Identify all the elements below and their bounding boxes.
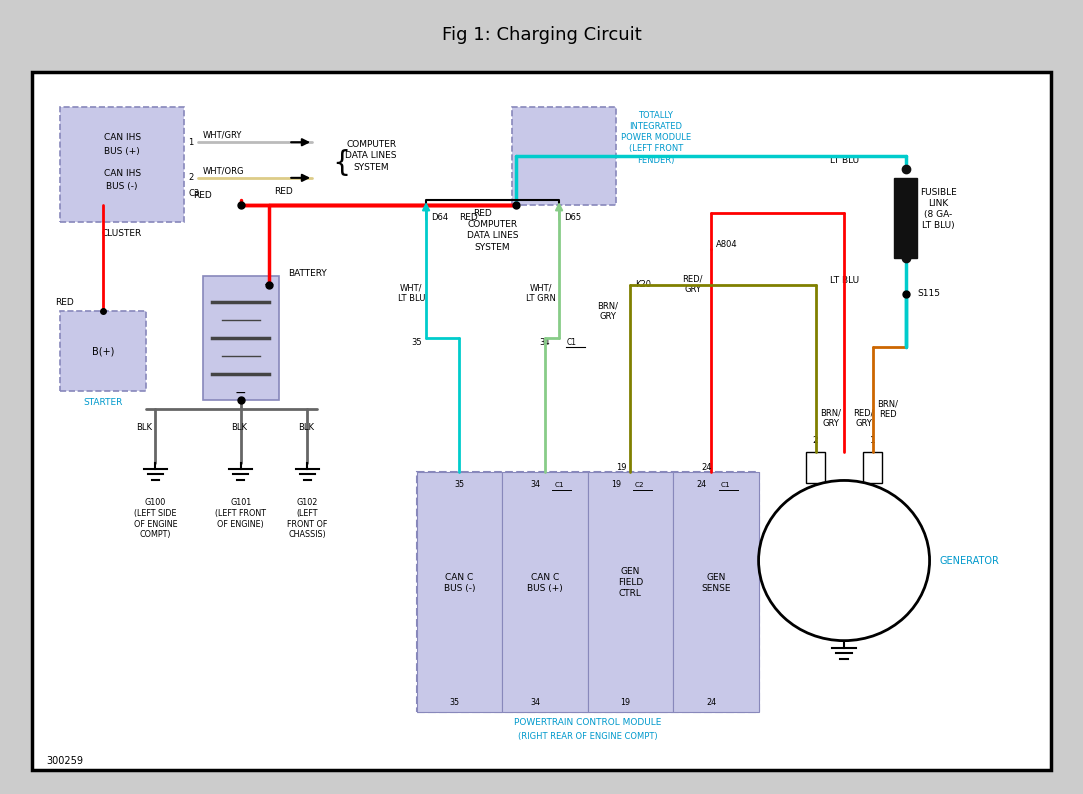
Bar	[895, 178, 917, 258]
Text: 19: 19	[611, 480, 622, 489]
Text: 34: 34	[531, 699, 540, 707]
Text: 24: 24	[706, 699, 716, 707]
Text: 24: 24	[696, 480, 706, 489]
Text: RED: RED	[459, 214, 479, 222]
Text: +: +	[263, 278, 274, 291]
Circle shape	[758, 480, 929, 641]
Bar	[417, 472, 503, 712]
Text: G102
(LEFT
FRONT OF
CHASSIS): G102 (LEFT FRONT OF CHASSIS)	[287, 499, 327, 539]
Text: 300259: 300259	[47, 756, 83, 765]
Bar	[863, 452, 882, 483]
Text: 1: 1	[870, 436, 875, 445]
Text: COMPUTER
DATA LINES
SYSTEM: COMPUTER DATA LINES SYSTEM	[467, 220, 519, 252]
Text: K20: K20	[635, 280, 651, 289]
Text: D65: D65	[564, 214, 580, 222]
Text: C2: C2	[635, 482, 644, 488]
Text: C1: C1	[720, 482, 730, 488]
Text: G101
(LEFT FRONT
OF ENGINE): G101 (LEFT FRONT OF ENGINE)	[216, 499, 266, 529]
Text: 19: 19	[621, 699, 630, 707]
Text: C1: C1	[566, 338, 576, 347]
Text: RED: RED	[194, 191, 212, 200]
Text: GEN
FIELD
CTRL: GEN FIELD CTRL	[617, 567, 643, 599]
Text: C1: C1	[554, 482, 564, 488]
Text: BUS (-): BUS (-)	[106, 183, 138, 191]
Text: BLK: BLK	[298, 422, 314, 432]
Text: GENERATOR: GENERATOR	[939, 556, 999, 565]
Text: RED: RED	[274, 187, 292, 195]
Text: BRN/
GRY: BRN/ GRY	[597, 302, 618, 321]
Bar	[588, 472, 673, 712]
Text: CAN IHS: CAN IHS	[104, 169, 141, 178]
Bar	[511, 106, 616, 205]
Text: WHT/ORG: WHT/ORG	[203, 166, 245, 175]
Text: 2: 2	[188, 173, 194, 183]
Text: TOTALLY
INTEGRATED
POWER MODULE
(LEFT FRONT
FENDER): TOTALLY INTEGRATED POWER MODULE (LEFT FR…	[621, 111, 691, 164]
Text: COMPUTER
DATA LINES
SYSTEM: COMPUTER DATA LINES SYSTEM	[345, 140, 396, 172]
Text: CAN IHS: CAN IHS	[104, 133, 141, 142]
Text: WHT/GRY: WHT/GRY	[203, 131, 243, 140]
Bar	[673, 472, 758, 712]
Text: 35: 35	[454, 480, 465, 489]
Bar	[417, 472, 758, 712]
Text: BATTERY: BATTERY	[288, 268, 327, 278]
Text: CAN C
BUS (+): CAN C BUS (+)	[527, 572, 563, 593]
Text: G100
(LEFT SIDE
OF ENGINE
COMPT): G100 (LEFT SIDE OF ENGINE COMPT)	[133, 499, 178, 539]
Bar	[806, 452, 825, 483]
Text: }: }	[326, 146, 344, 174]
Text: CLUSTER: CLUSTER	[102, 229, 142, 237]
Text: BRN/
GRY: BRN/ GRY	[820, 408, 841, 428]
Text: BUS (+): BUS (+)	[104, 147, 140, 156]
Text: STARTER: STARTER	[83, 398, 122, 407]
Text: RED: RED	[55, 298, 75, 307]
Text: 24: 24	[702, 463, 713, 472]
Text: RED/
GRY: RED/ GRY	[682, 275, 703, 295]
Text: 2: 2	[812, 436, 819, 445]
Text: BLK: BLK	[136, 422, 153, 432]
Bar	[503, 472, 588, 712]
Text: 35: 35	[449, 699, 459, 707]
Text: WHT/
LT BLU: WHT/ LT BLU	[397, 283, 425, 303]
Text: GEN
SENSE: GEN SENSE	[701, 572, 731, 593]
Text: FUSIBLE
LINK
(8 GA-
LT BLU): FUSIBLE LINK (8 GA- LT BLU)	[921, 188, 956, 230]
Text: 34: 34	[531, 480, 540, 489]
Text: RED/
GRY: RED/ GRY	[853, 408, 874, 428]
Text: WHT/
LT GRN: WHT/ LT GRN	[526, 283, 556, 303]
Bar	[203, 276, 278, 400]
Text: BRN/
RED: BRN/ RED	[877, 399, 898, 419]
Text: RED: RED	[473, 209, 493, 218]
Text: −: −	[235, 386, 247, 400]
Text: LT BLU: LT BLU	[830, 276, 859, 285]
Text: 19: 19	[616, 463, 627, 472]
Text: D64: D64	[431, 214, 448, 222]
Text: B(+): B(+)	[92, 346, 115, 357]
Text: CAN C
BUS (-): CAN C BUS (-)	[444, 572, 475, 593]
Text: 35: 35	[412, 338, 422, 347]
Text: 1: 1	[188, 137, 194, 147]
Text: C3: C3	[188, 190, 200, 198]
Text: (RIGHT REAR OF ENGINE COMPT): (RIGHT REAR OF ENGINE COMPT)	[518, 732, 657, 742]
Bar	[61, 311, 146, 391]
Text: A804: A804	[716, 240, 738, 249]
Text: S115: S115	[917, 289, 940, 298]
Text: POWERTRAIN CONTROL MODULE: POWERTRAIN CONTROL MODULE	[514, 718, 662, 727]
Text: LT BLU: LT BLU	[830, 156, 859, 164]
Text: 34: 34	[539, 338, 550, 347]
Bar	[61, 106, 184, 222]
Text: BLK: BLK	[232, 422, 247, 432]
Text: Fig 1: Charging Circuit: Fig 1: Charging Circuit	[442, 26, 641, 44]
